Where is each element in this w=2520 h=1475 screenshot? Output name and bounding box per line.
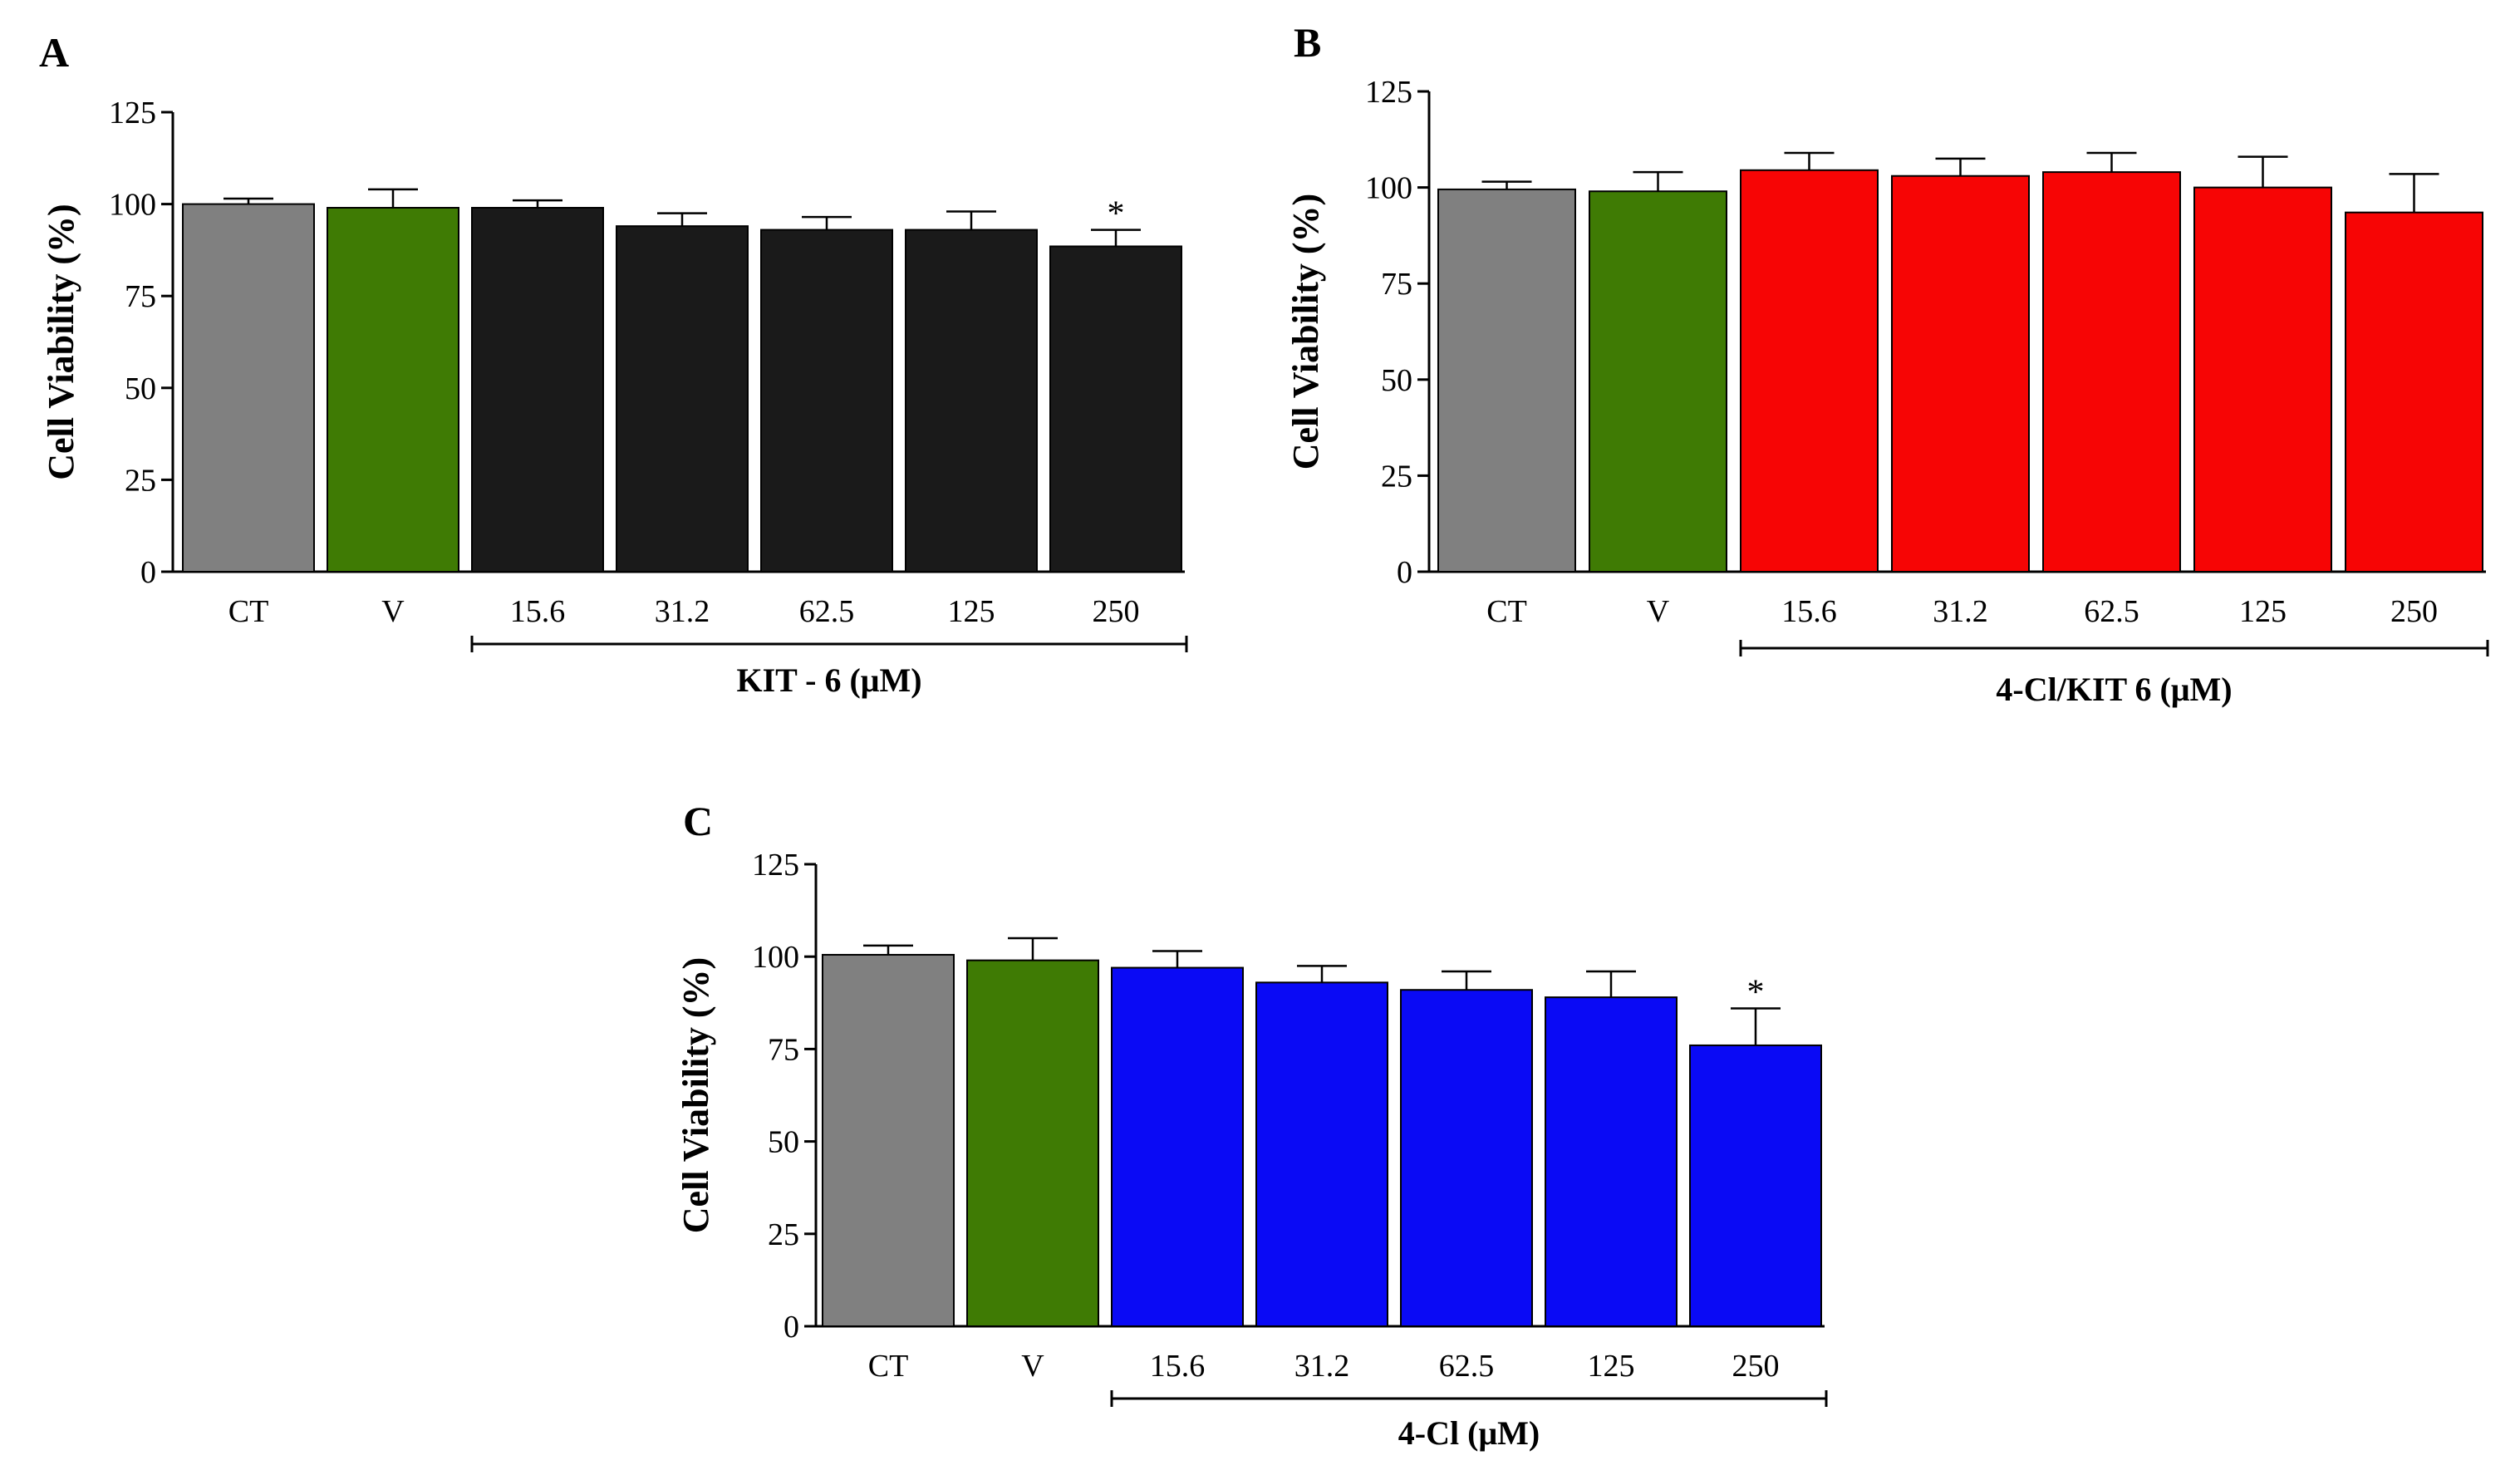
panel-letter: A <box>39 29 69 76</box>
group-label: 4-Cl (μM) <box>1398 1414 1540 1452</box>
bar <box>616 225 749 573</box>
y-tick-label: 125 <box>752 848 799 883</box>
panel-letter: B <box>1294 19 1321 66</box>
bar <box>1255 981 1388 1328</box>
x-tick-label: 250 <box>2390 594 2438 629</box>
bar <box>1891 175 2030 573</box>
x-tick-label: 31.2 <box>1933 594 1988 629</box>
bar <box>1111 966 1244 1327</box>
x-tick-label: 31.2 <box>655 594 710 629</box>
x-tick-label: 31.2 <box>1294 1349 1350 1384</box>
y-tick-label: 0 <box>784 1310 799 1345</box>
group-label: 4-Cl/KIT 6 (μM) <box>1996 671 2232 708</box>
y-tick-label: 125 <box>109 96 156 130</box>
y-tick-label: 0 <box>1397 555 1412 590</box>
bar <box>822 953 955 1327</box>
bar <box>1689 1044 1822 1328</box>
y-tick-label: 100 <box>1365 171 1412 206</box>
x-tick-label: 250 <box>1093 594 1140 629</box>
y-tick-label: 100 <box>109 188 156 223</box>
bar <box>2193 186 2332 573</box>
x-tick-label: CT <box>1486 594 1527 629</box>
y-tick-label: 50 <box>1381 363 1412 398</box>
bar <box>905 229 1038 573</box>
bar <box>1545 996 1678 1328</box>
bar <box>2042 171 2181 573</box>
significance-marker: * <box>1108 195 1125 234</box>
x-tick-label: 15.6 <box>1781 594 1837 629</box>
bar <box>1740 169 1879 573</box>
y-tick-label: 75 <box>768 1032 799 1067</box>
y-axis-label: Cell Viability (%) <box>41 204 81 479</box>
x-tick-label: CT <box>868 1349 909 1384</box>
x-tick-label: 125 <box>948 594 995 629</box>
y-tick-label: 125 <box>1365 75 1412 110</box>
y-tick-label: 0 <box>140 555 156 590</box>
y-tick-label: 50 <box>125 371 156 406</box>
y-tick-label: 25 <box>125 463 156 498</box>
bar <box>471 207 604 573</box>
bar <box>327 207 459 573</box>
y-tick-label: 100 <box>752 940 799 975</box>
bar <box>1400 989 1533 1328</box>
chart-panel-a: A 0 25 50 75 100 125 Cell Viability (%) CT V 15.6 3… <box>39 29 1188 699</box>
x-tick-label: 62.5 <box>1439 1349 1495 1384</box>
bar <box>1049 245 1182 573</box>
chart-panel-c: C 0 25 50 75 100 125 Cell Viability (%) CT V 15.6 3… <box>675 798 1828 1452</box>
x-tick-label: V <box>1021 1349 1044 1384</box>
y-tick-label: 25 <box>768 1217 799 1252</box>
bar <box>966 959 1099 1327</box>
chart-panel-b: B 0 25 50 75 100 125 Cell Viability (%) CT V 15.6 3… <box>1285 19 2489 708</box>
x-tick-label: 62.5 <box>799 594 855 629</box>
x-tick-label: 15.6 <box>510 594 566 629</box>
y-axis-label: Cell Viability (%) <box>1285 194 1326 470</box>
significance-marker: * <box>1747 973 1765 1011</box>
y-tick-label: 50 <box>768 1125 799 1160</box>
y-tick-label: 75 <box>125 279 156 314</box>
x-tick-label: 250 <box>1732 1349 1780 1384</box>
bar <box>1437 188 1576 573</box>
bar <box>2345 211 2483 573</box>
x-tick-label: V <box>381 594 405 629</box>
bar <box>760 229 893 573</box>
y-axis-label: Cell Viability (%) <box>675 957 716 1233</box>
x-tick-label: 125 <box>2239 594 2287 629</box>
x-tick-label: V <box>1647 594 1670 629</box>
x-tick-label: 15.6 <box>1150 1349 1206 1384</box>
x-tick-label: 62.5 <box>2084 594 2139 629</box>
x-tick-label: 125 <box>1588 1349 1635 1384</box>
y-tick-label: 75 <box>1381 267 1412 302</box>
group-label: KIT - 6 (μM) <box>736 661 921 699</box>
bar <box>1589 190 1727 573</box>
panel-letter: C <box>683 798 713 844</box>
y-tick-label: 25 <box>1381 459 1412 494</box>
x-tick-label: CT <box>228 594 269 629</box>
bar <box>182 203 315 573</box>
